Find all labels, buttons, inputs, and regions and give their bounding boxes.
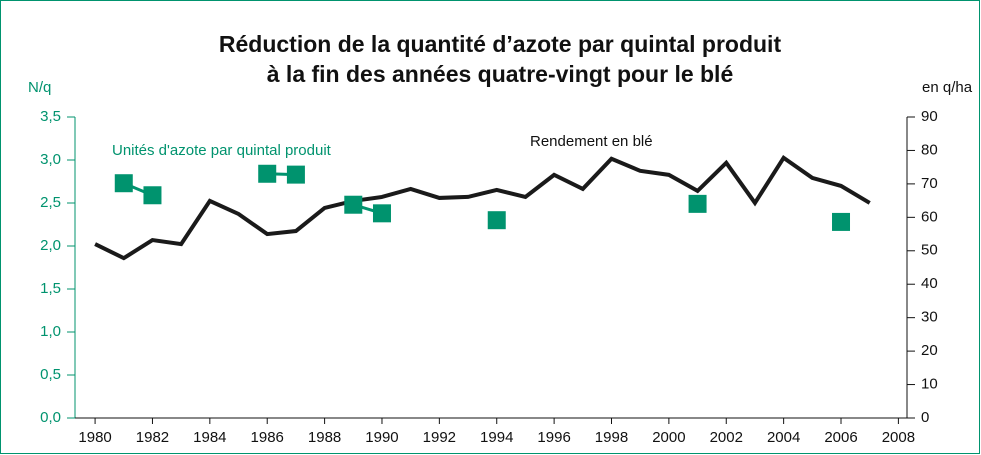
series-label: Unités d'azote par quintal produit: [112, 142, 332, 159]
x-tick-label: 1988: [308, 429, 341, 446]
y2-tick-label: 90: [921, 108, 938, 125]
y-tick-label: 0,0: [40, 409, 61, 426]
y2-tick-label: 50: [921, 242, 938, 259]
y-axis-label: N/q: [28, 79, 51, 96]
marker: [487, 211, 506, 230]
y2-tick-label: 10: [921, 376, 938, 393]
x-tick-label: 2000: [652, 429, 685, 446]
marker: [832, 212, 851, 231]
marker: [258, 164, 277, 183]
x-tick-label: 1980: [78, 429, 111, 446]
x-tick-label: 1998: [595, 429, 628, 446]
y2-tick-label: 40: [921, 275, 938, 292]
y2-axis-label: en q/ha: [922, 79, 973, 96]
x-tick-label: 2004: [767, 429, 800, 446]
y-tick-label: 2,0: [40, 237, 61, 254]
marker: [143, 186, 162, 205]
y-tick-label: 1,0: [40, 323, 61, 340]
x-tick-label: 2006: [824, 429, 857, 446]
x-tick-label: 1984: [193, 429, 226, 446]
y-tick-label: 0,5: [40, 366, 61, 383]
y2-tick-label: 30: [921, 309, 938, 326]
x-tick-label: 1992: [423, 429, 456, 446]
x-tick-label: 1990: [365, 429, 398, 446]
y2-tick-label: 0: [921, 409, 929, 426]
x-tick-label: 2008: [882, 429, 915, 446]
y2-tick-label: 20: [921, 342, 938, 359]
marker: [286, 165, 305, 184]
x-tick-label: 1982: [136, 429, 169, 446]
chart-title: à la fin des années quatre-vingt pour le…: [267, 61, 734, 87]
x-tick-label: 1986: [251, 429, 284, 446]
y-tick-label: 3,0: [40, 151, 61, 168]
y2-tick-label: 80: [921, 141, 938, 158]
y2-tick-label: 70: [921, 175, 938, 192]
x-tick-label: 1996: [537, 429, 570, 446]
marker: [688, 194, 707, 213]
x-tick-label: 1994: [480, 429, 513, 446]
marker: [372, 204, 391, 223]
y-tick-label: 3,5: [40, 108, 61, 125]
chart-title: Réduction de la quantité d’azote par qui…: [219, 31, 782, 57]
x-tick-label: 2002: [710, 429, 743, 446]
marker: [114, 174, 133, 193]
y-tick-label: 2,5: [40, 194, 61, 211]
marker: [344, 195, 363, 214]
y2-tick-label: 60: [921, 208, 938, 225]
series-line: [94, 154, 871, 261]
series-label: Rendement en blé: [530, 133, 653, 150]
y-tick-label: 1,5: [40, 280, 61, 297]
